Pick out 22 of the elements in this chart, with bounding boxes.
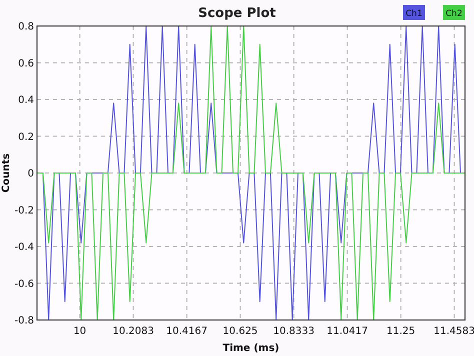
y-axis-title: Counts bbox=[1, 153, 12, 193]
y-tick-label: -0.4 bbox=[14, 242, 34, 253]
y-tick-label: 0.8 bbox=[18, 22, 34, 32]
y-tick-label: 0.6 bbox=[18, 58, 34, 70]
y-tick-label: -0.2 bbox=[14, 205, 34, 216]
y-tick-label: 0.2 bbox=[18, 132, 34, 143]
text: Ch2 bbox=[446, 9, 462, 19]
y-tick-label: -0.8 bbox=[14, 316, 34, 326]
x-axis-title: Time (ms) bbox=[222, 343, 280, 354]
x-tick-label: 10 bbox=[73, 326, 86, 337]
x-tick-label: 11.4583 bbox=[434, 326, 474, 337]
x-tick-label: 10.8333 bbox=[273, 326, 314, 337]
y-tick-label: 0.4 bbox=[18, 95, 34, 106]
chart-title: Scope Plot bbox=[198, 6, 276, 21]
series-label: Ch1 bbox=[406, 9, 422, 19]
x-tick-label: 10.4167 bbox=[166, 326, 208, 337]
x-tick-label: 10.2083 bbox=[112, 326, 154, 337]
x-tick-label: 11.25 bbox=[386, 326, 416, 337]
x-tick-label: 10.625 bbox=[222, 326, 258, 337]
y-tick-label: 0 bbox=[28, 168, 34, 180]
y-tick-label: -0.6 bbox=[14, 278, 34, 290]
x-tick-label: 11.0417 bbox=[326, 326, 368, 337]
